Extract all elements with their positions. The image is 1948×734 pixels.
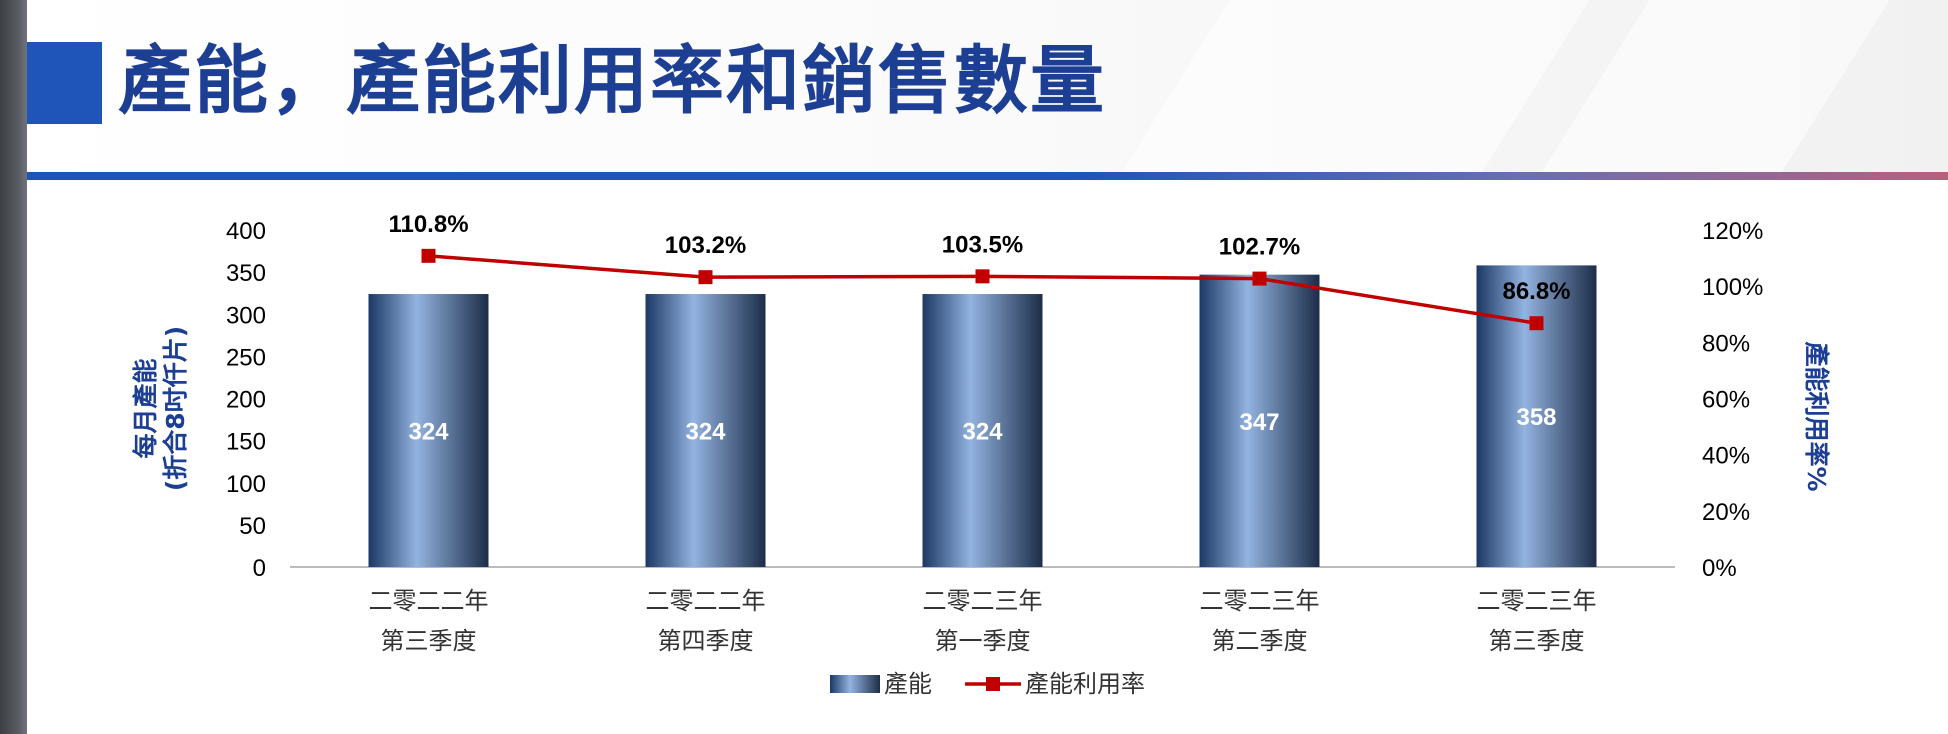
x-axis-category-label: 第三季度 [1489, 627, 1585, 655]
utilization-value-label: 103.2% [665, 232, 746, 259]
legend-swatch-capacity [830, 675, 880, 693]
legend-marker-utilization [986, 677, 1000, 691]
y2-axis-tick-label: 100% [1702, 274, 1763, 301]
bar [645, 294, 766, 567]
y2-axis-tick-label: 60% [1702, 387, 1750, 414]
y-axis-tick-label: 200 [226, 387, 266, 414]
bar [1199, 274, 1320, 567]
x-axis-category-label: 第四季度 [658, 627, 754, 655]
x-axis-category-label: 二零二三年 [1477, 587, 1597, 615]
y-axis-tick-label: 250 [226, 344, 266, 371]
y-axis-tick-label: 300 [226, 302, 266, 329]
y-axis-tick-label: 350 [226, 260, 266, 287]
x-axis-category-label: 第一季度 [935, 627, 1031, 655]
utilization-marker [975, 269, 990, 284]
bar-value-label: 358 [1516, 404, 1556, 431]
bar-value-label: 324 [962, 419, 1003, 446]
legend-label-utilization: 產能利用率 [1025, 670, 1145, 698]
x-axis-category-label: 第三季度 [381, 627, 477, 655]
y-axis-title: 每月產能(折合8吋仟片) [131, 326, 190, 491]
header-divider [27, 172, 1948, 180]
x-axis-category-label: 二零二二年 [646, 587, 766, 615]
bar-value-label: 347 [1239, 409, 1279, 436]
left-edge-strip [0, 0, 27, 734]
page-title: 產能，產能利用率和銷售數量 [118, 38, 1106, 124]
y-axis-tick-label: 0 [253, 555, 266, 582]
utilization-marker [1252, 271, 1267, 286]
y-axis-tick-label: 150 [226, 429, 266, 456]
y2-axis-title: 產能利用率% [1802, 341, 1831, 491]
utilization-marker [1529, 316, 1544, 331]
x-axis-category-label: 二零二二年 [369, 587, 489, 615]
y-axis-title-line: 每月產能 [131, 358, 160, 458]
y-axis-title-line: (折合8吋仟片) [161, 326, 190, 491]
y-axis-tick-label: 100 [226, 471, 266, 498]
y2-axis-tick-label: 120% [1702, 218, 1763, 245]
legend-label-capacity: 產能 [884, 670, 932, 698]
bar-value-label: 324 [408, 419, 449, 446]
y2-axis-tick-label: 0% [1702, 555, 1737, 582]
bar [368, 294, 489, 567]
bar [922, 294, 1043, 567]
utilization-marker [698, 270, 713, 285]
x-axis-category-label: 第二季度 [1212, 627, 1308, 655]
utilization-value-label: 103.5% [942, 231, 1023, 258]
y2-axis-tick-label: 40% [1702, 443, 1750, 470]
header-background [27, 0, 1948, 172]
utilization-value-label: 86.8% [1502, 278, 1570, 305]
utilization-marker [421, 248, 436, 263]
y2-axis-tick-label: 80% [1702, 330, 1750, 357]
bar-value-label: 324 [685, 419, 726, 446]
utilization-value-label: 110.8% [388, 211, 468, 238]
y-axis-tick-label: 50 [239, 513, 266, 540]
y-axis-tick-label: 400 [226, 218, 266, 245]
x-axis-category-label: 二零二三年 [1200, 587, 1320, 615]
utilization-value-label: 102.7% [1219, 234, 1300, 261]
x-axis-category-label: 二零二三年 [923, 587, 1043, 615]
title-accent-block [27, 42, 102, 124]
y2-axis-tick-label: 20% [1702, 499, 1750, 526]
